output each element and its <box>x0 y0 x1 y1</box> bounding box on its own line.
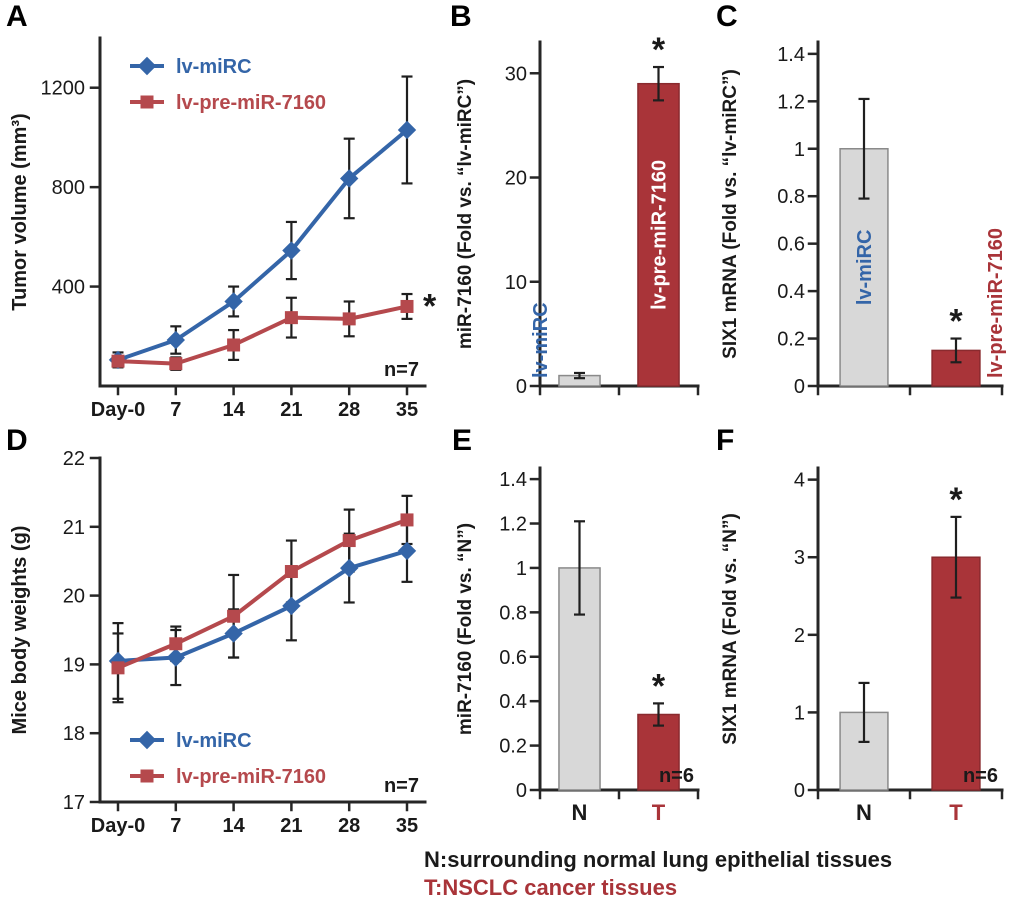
svg-text:lv-miRC: lv-miRC <box>176 730 252 752</box>
svg-text:Tumor volume (mm³): Tumor volume (mm³) <box>9 113 31 310</box>
svg-text:1: 1 <box>516 558 527 580</box>
svg-text:0.2: 0.2 <box>499 736 527 758</box>
svg-text:7: 7 <box>170 815 181 837</box>
svg-text:21: 21 <box>280 399 302 421</box>
svg-text:0: 0 <box>516 780 527 802</box>
caption-normal-tissue: N:surrounding normal lung epithelial tis… <box>424 847 893 872</box>
svg-text:0.8: 0.8 <box>499 602 527 624</box>
tissue-abbreviation-captions: N:surrounding normal lung epithelial tis… <box>424 846 1020 902</box>
svg-text:4: 4 <box>794 470 805 492</box>
svg-text:2: 2 <box>794 625 805 647</box>
svg-text:7: 7 <box>170 399 181 421</box>
svg-text:3: 3 <box>794 547 805 569</box>
svg-text:lv-pre-miR-7160: lv-pre-miR-7160 <box>176 766 326 788</box>
svg-text:N: N <box>572 800 588 825</box>
svg-text:*: * <box>652 31 666 69</box>
svg-text:Mice body weights (g): Mice body weights (g) <box>9 526 31 735</box>
svg-text:28: 28 <box>338 815 360 837</box>
svg-text:lv-pre-miR-7160: lv-pre-miR-7160 <box>176 92 326 114</box>
svg-text:0.6: 0.6 <box>499 647 527 669</box>
panel-letter-f: F <box>716 424 735 457</box>
svg-text:miR-7160 (Fold vs. “lv-miRC”): miR-7160 (Fold vs. “lv-miRC”) <box>455 79 476 349</box>
panel-b-mir7160-expression-bar-chart: 0 10 20 30 lv-miRC * lv-pre-miR-7160 miR-7160 (… <box>445 0 710 428</box>
svg-text:1200: 1200 <box>41 78 86 100</box>
svg-text:lv-pre-miR-7160: lv-pre-miR-7160 <box>649 160 671 310</box>
svg-text:1.2: 1.2 <box>499 514 527 536</box>
svg-text:SIX1 mRNA (Fold vs. “N”): SIX1 mRNA (Fold vs. “N”) <box>720 513 741 745</box>
svg-text:1: 1 <box>794 702 805 724</box>
svg-text:lv-miRC: lv-miRC <box>530 302 552 378</box>
svg-text:*: * <box>949 303 963 341</box>
panel-c-svg: 0 0.2 0.4 0.6 0.8 1 1.2 1.4 lv-miRC * lv-pre-miR-7… <box>720 40 1007 398</box>
svg-text:28: 28 <box>338 399 360 421</box>
svg-text:18: 18 <box>63 723 85 745</box>
svg-text:1.2: 1.2 <box>777 91 805 113</box>
panel-f-svg: 0 1 2 3 4 N * Tn=6 SIX1 mRNA (Fold vs. “N”) <box>720 466 1004 825</box>
svg-text:Day-0: Day-0 <box>91 399 145 421</box>
panel-letter-d: D <box>6 424 28 457</box>
panel-d-svg: 17 18 19 20 21 22 Day-0 7 14 21 28 35 lv-miRC lv-pre-… <box>9 448 427 837</box>
svg-text:21: 21 <box>280 815 302 837</box>
panel-letter-e: E <box>452 424 473 457</box>
svg-text:n=7: n=7 <box>384 775 419 797</box>
svg-text:14: 14 <box>222 815 245 837</box>
svg-text:0.4: 0.4 <box>499 691 527 713</box>
svg-text:800: 800 <box>52 177 85 199</box>
svg-text:n=6: n=6 <box>659 765 694 787</box>
svg-text:*: * <box>652 667 666 705</box>
svg-text:*: * <box>949 481 963 519</box>
panel-letter-a: A <box>6 0 28 33</box>
panel-letter-c: C <box>716 0 738 33</box>
svg-text:17: 17 <box>63 792 85 814</box>
svg-text:SIX1 mRNA (Fold vs. “lv-miRC”): SIX1 mRNA (Fold vs. “lv-miRC”) <box>720 69 741 359</box>
svg-text:n=6: n=6 <box>963 765 998 787</box>
svg-text:*: * <box>423 287 437 325</box>
svg-text:miR-7160 (Fold vs. “N”): miR-7160 (Fold vs. “N”) <box>455 523 476 735</box>
svg-text:20: 20 <box>505 168 527 190</box>
svg-text:1: 1 <box>794 139 805 161</box>
svg-text:T: T <box>949 800 963 825</box>
svg-text:0: 0 <box>794 376 805 398</box>
panel-a-svg: 400 800 1200 Day-0 7 14 21 28 35 lv-miRC lv-pre-mi… <box>9 36 437 421</box>
panel-d-mice-body-weight-line-chart: 17 18 19 20 21 22 Day-0 7 14 21 28 35 lv-miRC lv-pre-… <box>0 428 445 848</box>
svg-text:0: 0 <box>516 376 527 398</box>
svg-text:1.4: 1.4 <box>499 469 527 491</box>
svg-text:T: T <box>652 800 666 825</box>
svg-text:N: N <box>856 800 872 825</box>
svg-text:22: 22 <box>63 448 85 470</box>
svg-text:14: 14 <box>222 399 245 421</box>
svg-text:21: 21 <box>63 517 85 539</box>
svg-text:lv-miRC: lv-miRC <box>176 56 252 78</box>
panel-c-six1-mrna-bar-chart: 0 0.2 0.4 0.6 0.8 1 1.2 1.4 lv-miRC * lv-pre-miR-7… <box>710 0 1020 428</box>
svg-text:35: 35 <box>396 815 418 837</box>
svg-text:Day-0: Day-0 <box>91 815 145 837</box>
svg-text:0.2: 0.2 <box>777 329 805 351</box>
svg-text:400: 400 <box>52 277 85 299</box>
svg-text:20: 20 <box>63 586 85 608</box>
svg-text:lv-miRC: lv-miRC <box>854 230 876 306</box>
svg-text:0.6: 0.6 <box>777 234 805 256</box>
panel-a-tumor-volume-line-chart: 400 800 1200 Day-0 7 14 21 28 35 lv-miRC lv-pre-mi… <box>0 0 445 428</box>
caption-cancer-tissue: T:NSCLC cancer tissues <box>424 875 678 900</box>
svg-text:10: 10 <box>505 272 527 294</box>
svg-text:19: 19 <box>63 654 85 676</box>
panel-letter-b: B <box>450 0 472 33</box>
svg-text:0: 0 <box>794 780 805 802</box>
svg-text:0.8: 0.8 <box>777 186 805 208</box>
svg-text:35: 35 <box>396 399 418 421</box>
panel-b-svg: 0 10 20 30 lv-miRC * lv-pre-miR-7160 miR-7160 (… <box>455 31 700 398</box>
svg-text:1.4: 1.4 <box>777 44 805 66</box>
svg-text:lv-pre-miR-7160: lv-pre-miR-7160 <box>985 228 1007 378</box>
svg-text:n=7: n=7 <box>384 359 419 381</box>
svg-text:30: 30 <box>505 63 527 85</box>
svg-text:0.4: 0.4 <box>777 281 805 303</box>
panel-e-svg: 0 0.2 0.4 0.6 0.8 1 1.2 1.4 N * Tn=6 miR-7160 (Fold… <box>455 466 700 825</box>
